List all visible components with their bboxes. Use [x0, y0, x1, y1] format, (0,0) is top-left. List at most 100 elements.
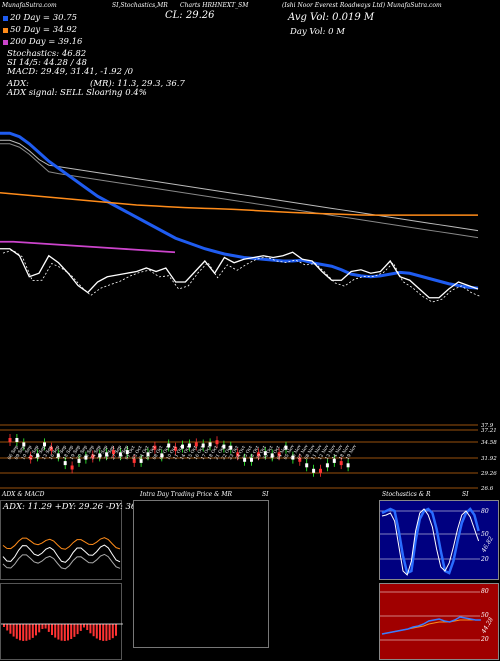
candle-body — [319, 468, 322, 473]
candle-body — [187, 443, 191, 448]
candle-body — [84, 455, 88, 460]
macd-panel — [0, 583, 123, 660]
macd-bar — [102, 624, 105, 641]
candle-body — [298, 457, 302, 462]
price-line — [0, 248, 479, 299]
candle-body — [229, 445, 233, 450]
ref-line-2 — [0, 143, 479, 239]
price-axis-label: 29.26 — [480, 471, 497, 477]
candle-body — [43, 442, 46, 447]
candle-body — [160, 453, 164, 458]
avg-vol-label: Avg Vol: 0.019 M — [288, 12, 375, 23]
header-charts: Charts HRHNEXT_SM — [180, 2, 249, 9]
macd-bar — [95, 624, 98, 639]
price-axis-label: 31.92 — [481, 456, 497, 462]
legend-200: 200 Day = 39.16 — [10, 37, 83, 47]
candle-body — [70, 465, 74, 470]
macd-bar — [54, 624, 57, 638]
stoch-50: 50 — [481, 531, 489, 538]
candle-body — [112, 450, 115, 455]
macd-bar — [12, 624, 15, 637]
header-mid: SI,Stochastics,MR — [112, 2, 168, 9]
macd-bar — [70, 624, 73, 640]
candle-body — [346, 463, 350, 468]
stochastics-panel: 80 50 20 46.82 — [379, 500, 499, 580]
candle-body — [56, 453, 60, 458]
stochastics-label: Stochastics: 46.82 — [7, 49, 87, 59]
candle-body — [125, 450, 129, 455]
candle-body — [215, 440, 219, 445]
si-20: 20 — [481, 636, 489, 643]
close-label: CL: 29.26 — [165, 10, 215, 21]
adx-grey-line — [2, 553, 121, 570]
adx-label: ADX: — [7, 79, 29, 89]
macd-bar — [115, 624, 117, 636]
price-axis-label: 34.58 — [481, 440, 497, 446]
macd-bar — [35, 624, 37, 636]
candle-body — [222, 444, 226, 449]
macd-bar — [83, 624, 85, 628]
stoch-20: 20 — [481, 556, 489, 563]
candle-body — [332, 458, 336, 463]
candle-body — [105, 452, 109, 457]
adx-values: ADX: 11.29 +DY: 29.26 -DY: 36.7 — [3, 502, 145, 512]
legend-50: 50 Day = 34.92 — [10, 25, 78, 35]
macd-bar — [22, 624, 25, 641]
macd-bar — [15, 624, 18, 639]
candle-body — [132, 458, 136, 463]
main-price-chart — [0, 131, 482, 303]
macd-bar — [89, 624, 92, 634]
candle-body — [208, 442, 212, 447]
macd-bar — [92, 624, 95, 637]
candle-body — [194, 442, 198, 447]
macd-bar — [105, 624, 108, 641]
macd-bar — [76, 624, 79, 635]
candle-body — [98, 453, 102, 458]
si-label: SI 14/5: 44.28 / 48 — [7, 58, 87, 68]
candle-body — [36, 453, 40, 458]
adx-orange-line — [2, 537, 121, 550]
price-axis-label: 26.6 — [480, 486, 494, 492]
candle-body — [277, 452, 281, 457]
legend-200-swatch — [3, 40, 8, 45]
adx-signal: ADX signal: SELL Sloaring 0.4% — [7, 88, 147, 98]
header-left: MunafaSutra.com — [2, 2, 57, 9]
macd-bar — [108, 624, 111, 640]
macd-bar — [31, 624, 34, 638]
candle-body — [250, 457, 253, 462]
candle-body — [174, 446, 178, 451]
header-right: (Ishi Noor Everest Roadways Ltd) MunafaS… — [282, 2, 442, 9]
intraday-panel — [133, 500, 269, 648]
macd-bar — [19, 624, 21, 641]
candle-body — [8, 438, 12, 442]
candle-body — [312, 468, 316, 473]
macd-bar — [9, 624, 12, 634]
ma50-line — [0, 192, 478, 216]
macd-bar — [41, 624, 44, 629]
stochastics-lines — [380, 507, 480, 576]
candle-body — [236, 452, 240, 457]
price-dotted-line — [2, 249, 482, 303]
legend-20: 20 Day = 30.75 — [10, 13, 78, 23]
mr-label: (MR): 11.3, 29.3, 36.7 — [90, 79, 185, 89]
macd-bar — [57, 624, 60, 640]
macd-bar — [51, 624, 53, 636]
legend-20-swatch — [3, 16, 8, 21]
candle-body — [201, 443, 205, 448]
macd-bar — [86, 624, 89, 631]
candle-body — [49, 446, 53, 451]
macd-bar — [73, 624, 76, 637]
si-title: SI — [262, 491, 269, 498]
ma200-line — [0, 240, 176, 254]
stoch-k-line — [381, 507, 480, 575]
adx-macd-title: ADX & MACD — [2, 491, 45, 498]
ref-line-1 — [0, 139, 479, 232]
stoch-d-line — [381, 508, 480, 576]
candle-body — [243, 457, 247, 462]
candle-body — [63, 461, 67, 466]
candle-body — [29, 455, 33, 460]
macd-bar — [63, 624, 66, 641]
si-panel: 80 50 20 44.28 — [379, 583, 499, 660]
candle-body — [139, 458, 143, 463]
candle-body — [118, 452, 122, 457]
